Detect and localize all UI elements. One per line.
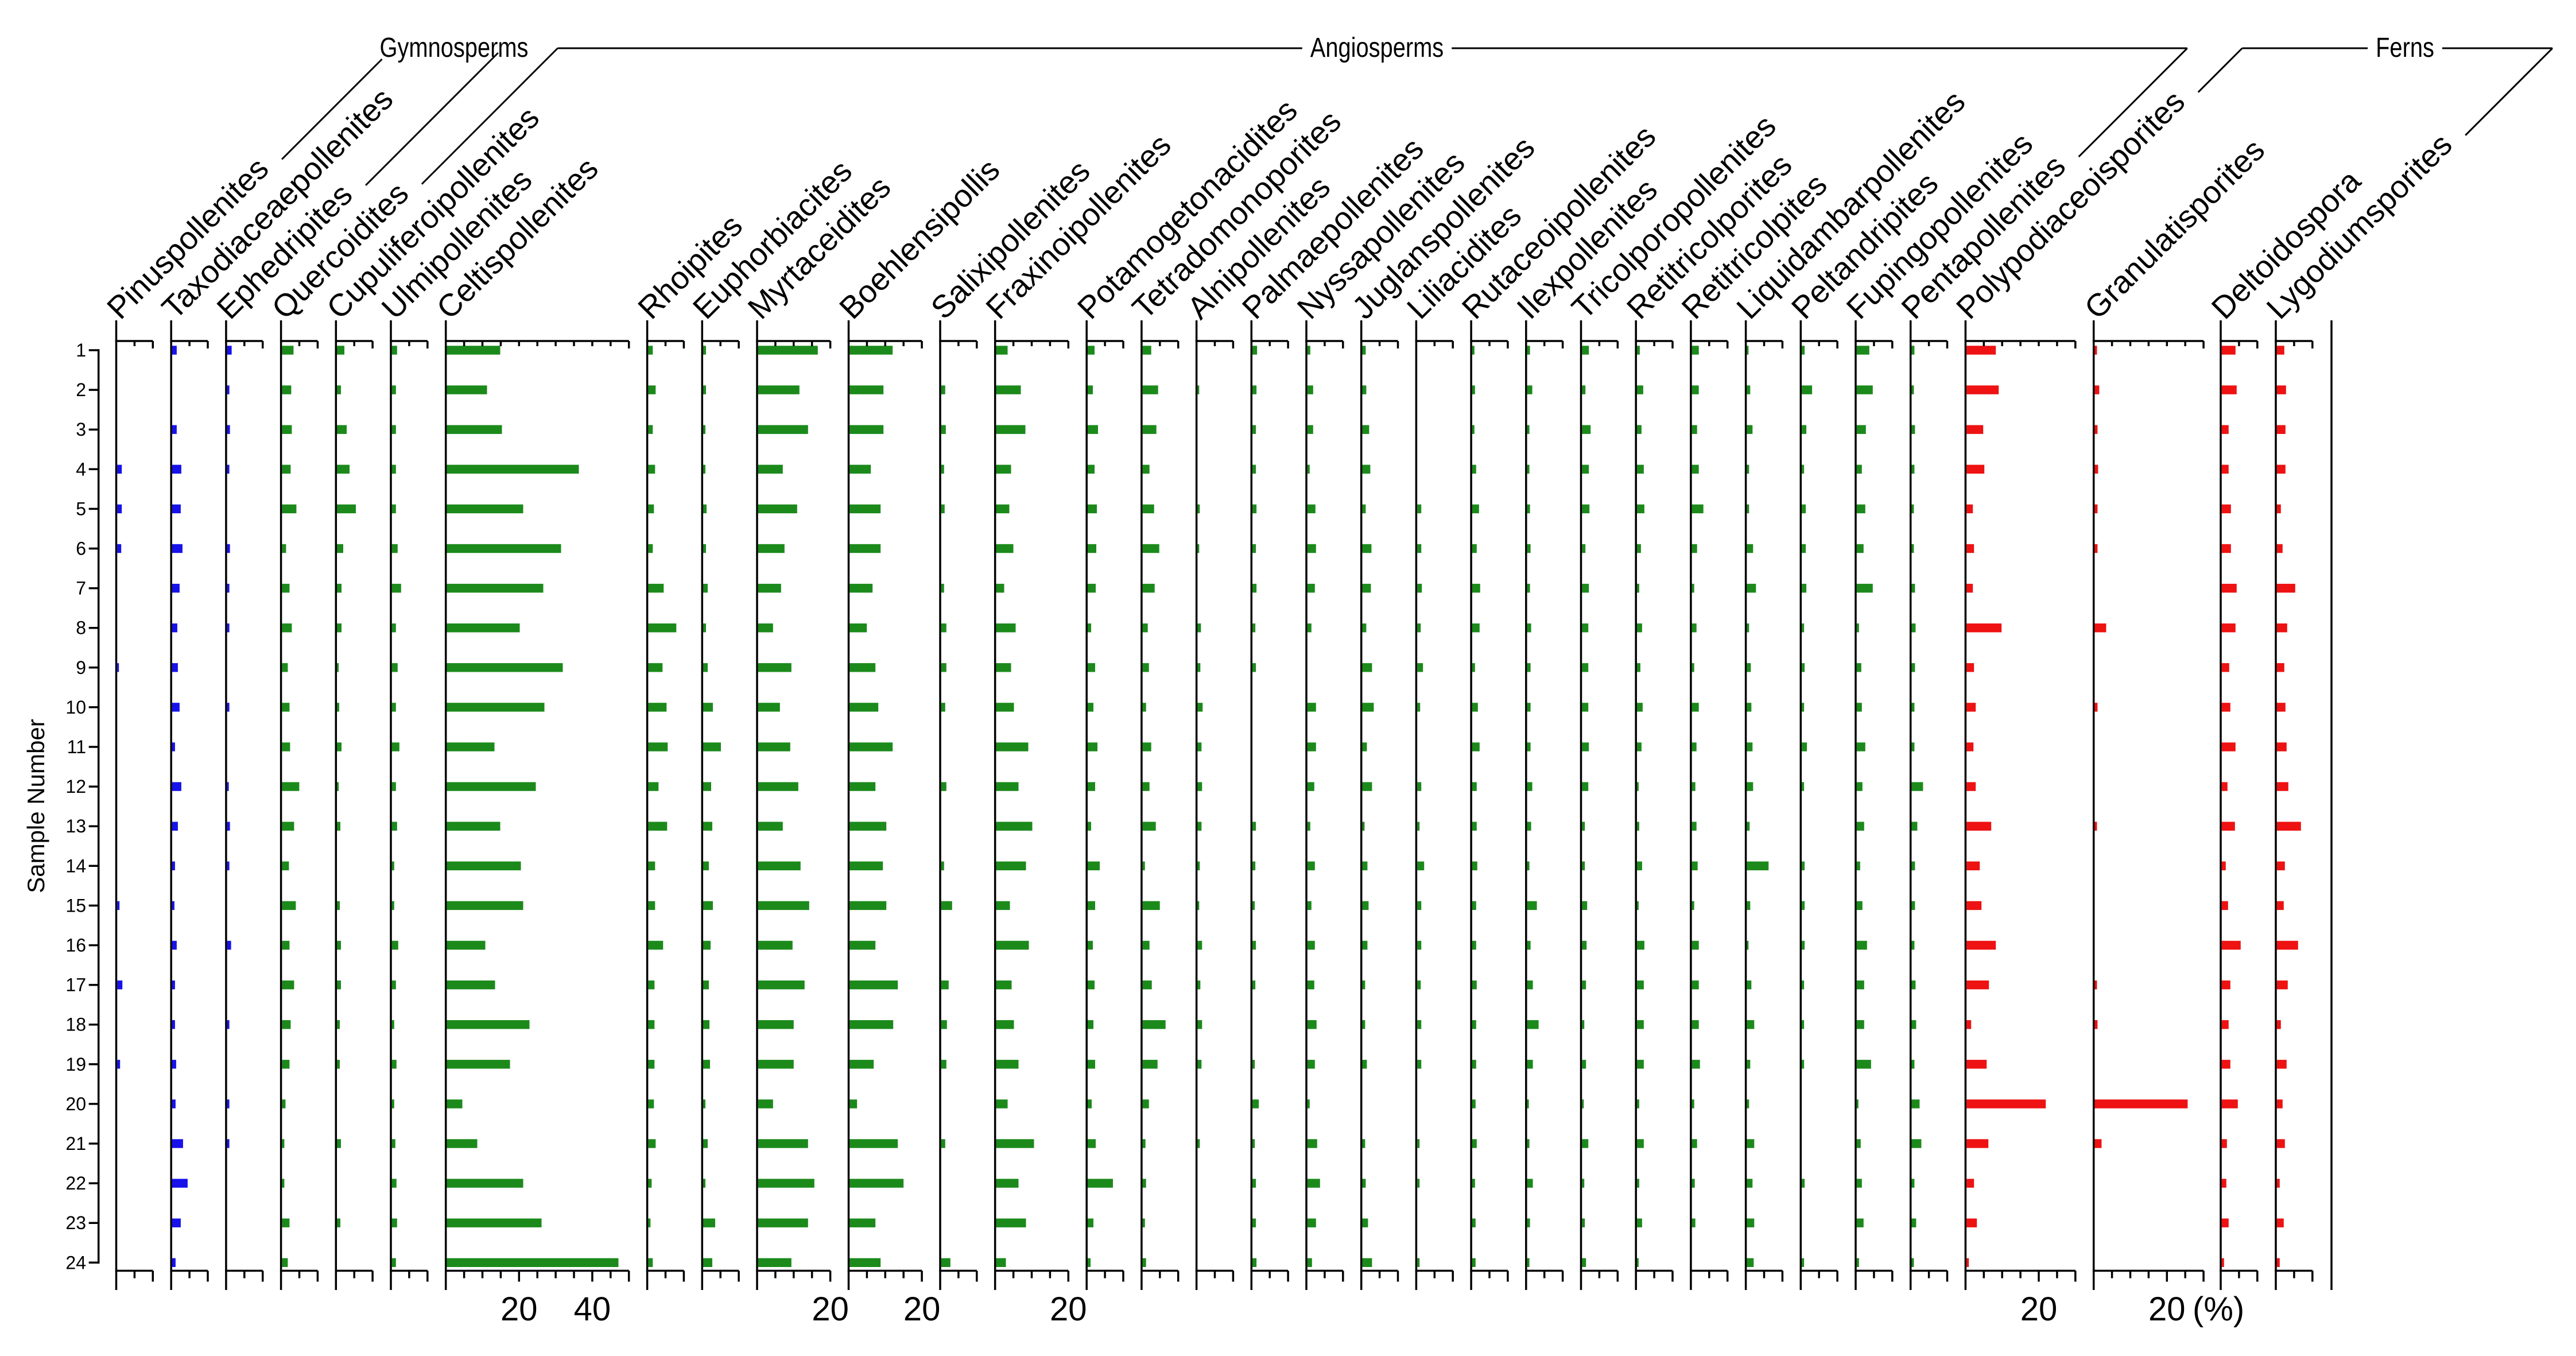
svg-text:20: 20 (65, 1094, 86, 1114)
svg-text:(%): (%) (2193, 1291, 2244, 1328)
svg-text:Angiosperms: Angiosperms (1310, 33, 1444, 63)
svg-text:10: 10 (65, 697, 86, 718)
svg-text:5: 5 (76, 498, 86, 519)
svg-text:20: 20 (2020, 1291, 2058, 1328)
svg-text:24: 24 (65, 1252, 86, 1273)
svg-text:15: 15 (65, 895, 86, 916)
svg-text:8: 8 (76, 618, 86, 638)
svg-text:17: 17 (65, 975, 86, 995)
svg-text:20: 20 (1050, 1291, 1087, 1328)
svg-text:20: 20 (903, 1291, 941, 1328)
svg-text:14: 14 (65, 855, 86, 876)
svg-text:20: 20 (2148, 1291, 2186, 1328)
svg-text:19: 19 (65, 1054, 86, 1075)
svg-text:23: 23 (65, 1212, 86, 1233)
svg-text:18: 18 (65, 1014, 86, 1035)
svg-text:1: 1 (76, 340, 86, 361)
svg-text:22: 22 (65, 1173, 86, 1194)
svg-text:Sample Number: Sample Number (22, 719, 49, 893)
svg-text:21: 21 (65, 1133, 86, 1154)
svg-text:Gymnosperms: Gymnosperms (380, 33, 529, 63)
svg-text:11: 11 (67, 737, 86, 757)
svg-text:7: 7 (76, 578, 86, 599)
svg-text:3: 3 (76, 419, 86, 440)
svg-text:40: 40 (574, 1291, 611, 1328)
svg-text:2: 2 (76, 379, 86, 400)
svg-text:12: 12 (65, 776, 86, 797)
svg-text:20: 20 (812, 1291, 849, 1328)
svg-text:16: 16 (65, 935, 86, 956)
svg-text:Ferns: Ferns (2376, 33, 2434, 63)
svg-text:6: 6 (76, 538, 86, 559)
svg-text:9: 9 (76, 657, 86, 678)
svg-text:4: 4 (76, 459, 86, 479)
svg-text:13: 13 (65, 816, 86, 836)
svg-text:20: 20 (501, 1291, 538, 1328)
